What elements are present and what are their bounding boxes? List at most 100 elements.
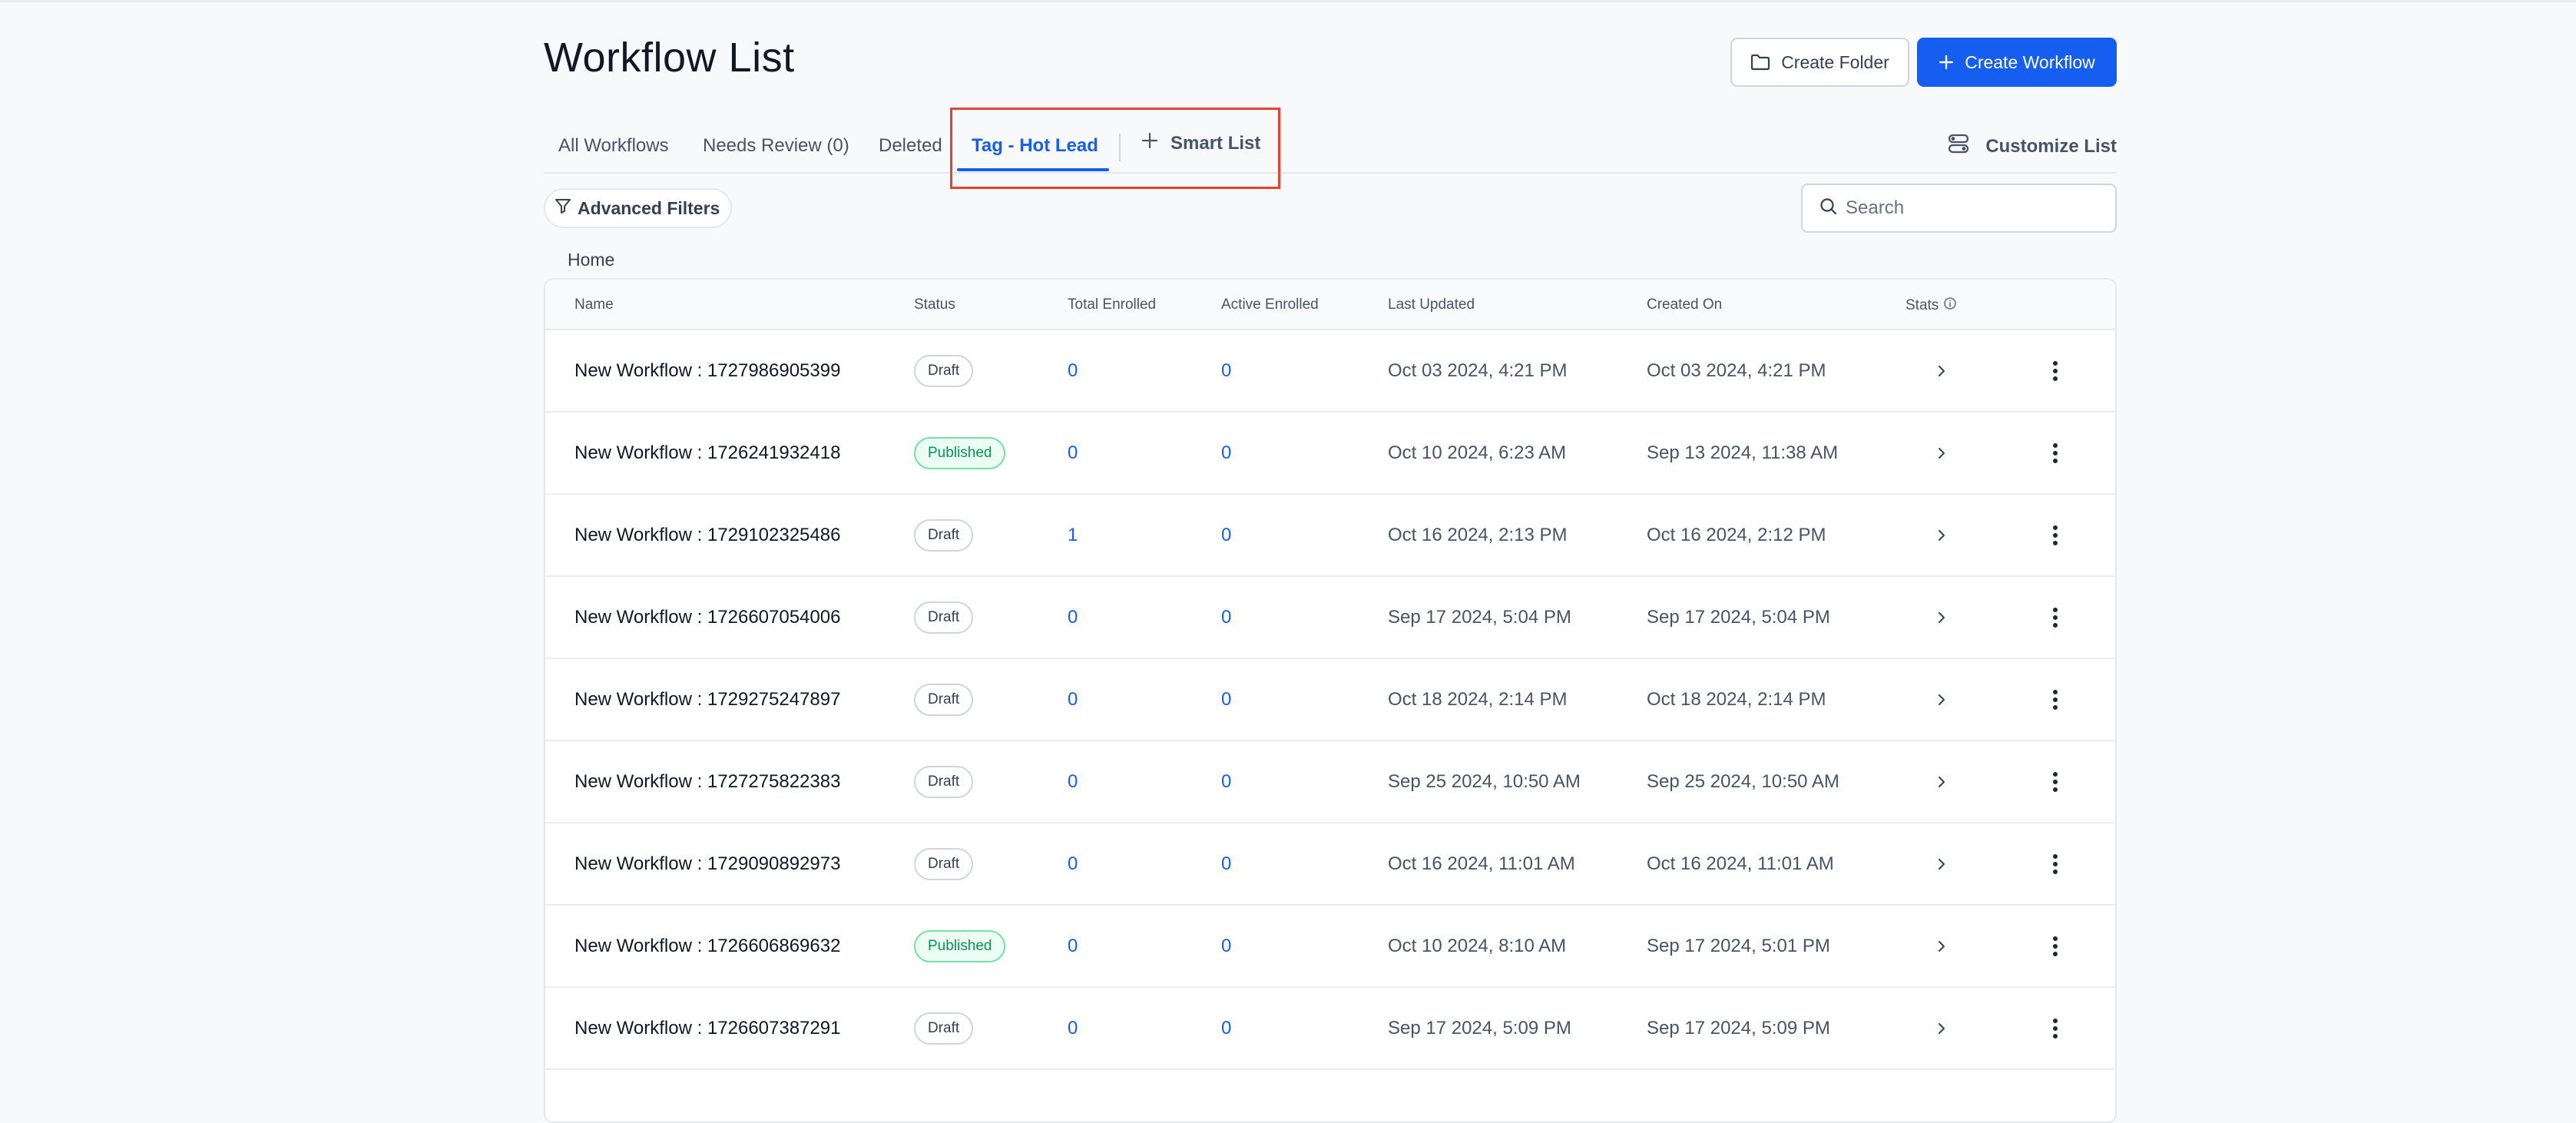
total-enrolled-link[interactable]: 1	[1068, 524, 1078, 545]
active-enrolled-link[interactable]: 0	[1221, 688, 1232, 710]
search-input[interactable]	[1846, 197, 2107, 219]
more-vertical-icon[interactable]	[2041, 768, 2069, 796]
top-border	[0, 0, 2576, 2]
total-enrolled-link[interactable]: 0	[1068, 770, 1078, 792]
stats-cell	[1928, 741, 1955, 822]
more-vertical-icon[interactable]	[2041, 686, 2069, 714]
chevron-right-icon[interactable]	[1928, 357, 1955, 385]
workflow-name-link[interactable]: New Workflow : 1729090892973	[574, 853, 841, 874]
customize-list-button[interactable]: Customize List	[1947, 132, 2117, 161]
table-row[interactable]: New Workflow : 1727986905399 Draft 0 0 Oct 0…	[545, 330, 2115, 412]
status-badge: Draft	[914, 683, 974, 716]
workflow-name-link[interactable]: New Workflow : 1726607054006	[574, 606, 841, 628]
create-folder-label: Create Folder	[1781, 51, 1889, 72]
status-badge: Draft	[914, 601, 974, 634]
create-folder-button[interactable]: Create Folder	[1730, 38, 1909, 87]
total-enrolled-link[interactable]: 0	[1068, 935, 1078, 956]
total-enrolled-link[interactable]: 0	[1068, 359, 1078, 381]
workflow-name-link[interactable]: New Workflow : 1727986905399	[574, 359, 841, 381]
menu-cell	[2041, 906, 2069, 986]
status-badge: Draft	[914, 1012, 974, 1045]
active-enrolled-link[interactable]: 0	[1221, 1017, 1232, 1039]
stats-cell	[1928, 988, 1955, 1068]
chevron-right-icon[interactable]	[1928, 850, 1955, 878]
workflow-name-link[interactable]: New Workflow : 1729275247897	[574, 688, 841, 710]
created-on-value: Oct 03 2024, 4:21 PM	[1647, 359, 1826, 381]
status-cell: Draft	[914, 577, 974, 658]
total-enrolled-link[interactable]: 0	[1068, 688, 1078, 710]
active-enrolled-link[interactable]: 0	[1221, 606, 1232, 628]
tab-all-workflows[interactable]: All Workflows	[558, 135, 669, 156]
chevron-right-icon[interactable]	[1928, 439, 1955, 467]
filter-icon	[555, 197, 571, 219]
more-vertical-icon[interactable]	[2041, 933, 2069, 960]
status-badge: Published	[914, 436, 1006, 469]
more-vertical-icon[interactable]	[2041, 604, 2069, 631]
more-vertical-icon[interactable]	[2041, 439, 2069, 467]
table-row[interactable]: New Workflow : 1729090892973 Draft 0 0 Oct 1…	[545, 823, 2115, 906]
column-header-active-enrolled[interactable]: Active Enrolled	[1221, 296, 1319, 313]
active-enrolled-link[interactable]: 0	[1221, 935, 1232, 956]
status-cell: Published	[914, 906, 1006, 986]
table-row[interactable]: New Workflow : 1726241932418 Published 0 0 O…	[545, 412, 2115, 495]
advanced-filters-label: Advanced Filters	[578, 197, 720, 218]
workflow-name-link[interactable]: New Workflow : 1727275822383	[574, 770, 841, 792]
column-header-total-enrolled[interactable]: Total Enrolled	[1068, 296, 1157, 313]
workflow-name-link[interactable]: New Workflow : 1726607387291	[574, 1017, 841, 1039]
total-enrolled-link[interactable]: 0	[1068, 1017, 1078, 1039]
column-header-last-updated[interactable]: Last Updated	[1388, 296, 1475, 313]
menu-cell	[2041, 988, 2069, 1068]
chevron-right-icon[interactable]	[1928, 686, 1955, 714]
create-workflow-button[interactable]: Create Workflow	[1917, 38, 2117, 87]
tab-tag-hot-lead[interactable]: Tag - Hot Lead	[972, 135, 1098, 156]
total-enrolled-link[interactable]: 0	[1068, 853, 1078, 874]
table-row[interactable]: New Workflow : 1727275822383 Draft 0 0 Sep 2…	[545, 741, 2115, 823]
page-title: Workflow List	[544, 35, 795, 81]
created-on-value: Sep 17 2024, 5:09 PM	[1647, 1017, 1830, 1039]
last-updated-value: Oct 10 2024, 8:10 AM	[1388, 935, 1567, 956]
created-on-value: Sep 17 2024, 5:01 PM	[1647, 935, 1830, 956]
more-vertical-icon[interactable]	[2041, 522, 2069, 549]
advanced-filters-button[interactable]: Advanced Filters	[544, 188, 733, 228]
tab-deleted[interactable]: Deleted	[879, 135, 942, 156]
active-enrolled-link[interactable]: 0	[1221, 853, 1232, 874]
column-header-created-on[interactable]: Created On	[1647, 296, 1723, 313]
chevron-right-icon[interactable]	[1928, 604, 1955, 631]
menu-cell	[2041, 412, 2069, 493]
table-row[interactable]: New Workflow : 1729102325486 Draft 1 0 Oct 1…	[545, 495, 2115, 577]
column-header-stats[interactable]: Stats	[1906, 296, 1957, 315]
column-header-status[interactable]: Status	[914, 296, 955, 313]
active-enrolled-link[interactable]: 0	[1221, 524, 1232, 545]
more-vertical-icon[interactable]	[2041, 1015, 2069, 1042]
status-badge: Draft	[914, 765, 974, 798]
table-row[interactable]: New Workflow : 1729275247897 Draft 0 0 Oct 1…	[545, 659, 2115, 741]
chevron-right-icon[interactable]	[1928, 1015, 1955, 1042]
workflow-name-link[interactable]: New Workflow : 1726606869632	[574, 935, 841, 956]
table-row[interactable]: New Workflow : 1726607054006 Draft 0 0 Sep 1…	[545, 577, 2115, 659]
add-smart-list-button[interactable]: Smart List	[1141, 132, 1260, 154]
last-updated-value: Oct 16 2024, 11:01 AM	[1388, 853, 1575, 874]
chevron-right-icon[interactable]	[1928, 768, 1955, 796]
workflow-name-link[interactable]: New Workflow : 1729102325486	[574, 524, 841, 545]
table-row[interactable]: New Workflow : 1726607387291 Draft 0 0 Sep 1…	[545, 988, 2115, 1070]
tab-needs-review[interactable]: Needs Review (0)	[703, 135, 849, 156]
status-badge: Draft	[914, 847, 974, 880]
customize-list-label: Customize List	[1985, 135, 2117, 157]
more-vertical-icon[interactable]	[2041, 357, 2069, 385]
plus-icon	[1141, 132, 1158, 154]
table-row[interactable]: New Workflow : 1726606869632 Published 0 0 O…	[545, 906, 2115, 988]
active-enrolled-link[interactable]: 0	[1221, 770, 1232, 792]
column-header-name[interactable]: Name	[574, 296, 614, 313]
total-enrolled-link[interactable]: 0	[1068, 606, 1078, 628]
created-on-value: Sep 13 2024, 11:38 AM	[1647, 442, 1839, 463]
active-enrolled-link[interactable]: 0	[1221, 359, 1232, 381]
active-enrolled-link[interactable]: 0	[1221, 442, 1232, 463]
total-enrolled-link[interactable]: 0	[1068, 442, 1078, 463]
more-vertical-icon[interactable]	[2041, 850, 2069, 878]
workflow-name-link[interactable]: New Workflow : 1726241932418	[574, 442, 841, 463]
main-content: Workflow List Create Folder Create Workf…	[544, 0, 2117, 1123]
stats-cell	[1928, 330, 1955, 411]
breadcrumb-home[interactable]: Home	[568, 250, 615, 270]
chevron-right-icon[interactable]	[1928, 522, 1955, 549]
chevron-right-icon[interactable]	[1928, 933, 1955, 960]
